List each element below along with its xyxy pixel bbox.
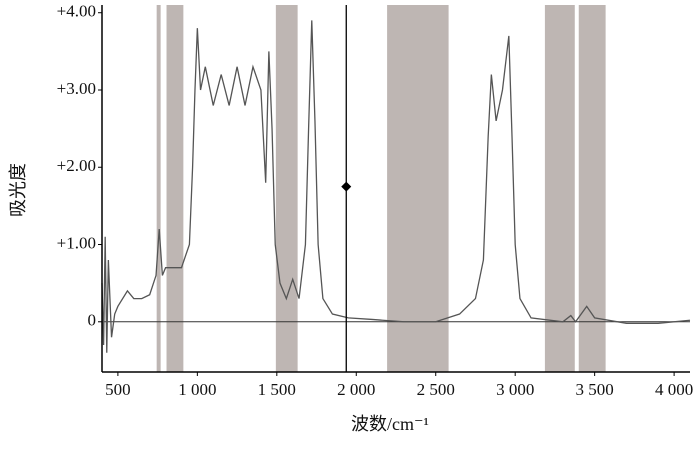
y-tick-label: +2.00 [57, 156, 96, 175]
shaded-region [275, 5, 298, 372]
x-tick-label: 500 [105, 380, 131, 399]
x-tick-label: 2 000 [337, 380, 375, 399]
y-axis-title: 吸光度 [8, 163, 28, 217]
shaded-region [578, 5, 606, 372]
shaded-region [166, 5, 184, 372]
spectrum-line [101, 20, 691, 353]
shaded-region [544, 5, 575, 372]
x-axis-title: 波数/cm⁻¹ [351, 414, 429, 434]
shaded-region [387, 5, 449, 372]
y-tick-label: +4.00 [57, 2, 96, 21]
y-tick-label: +3.00 [57, 79, 96, 98]
x-tick-label: 1 500 [258, 380, 296, 399]
x-tick-label: 2 500 [417, 380, 455, 399]
x-tick-label: 4 000 [655, 380, 693, 399]
y-tick-label: 0 [88, 311, 97, 330]
x-tick-label: 3 500 [576, 380, 614, 399]
x-tick-label: 1 000 [178, 380, 216, 399]
y-tick-label: +1.00 [57, 233, 96, 252]
marker-point [341, 181, 352, 192]
x-tick-label: 3 000 [496, 380, 534, 399]
shaded-region [156, 5, 161, 372]
